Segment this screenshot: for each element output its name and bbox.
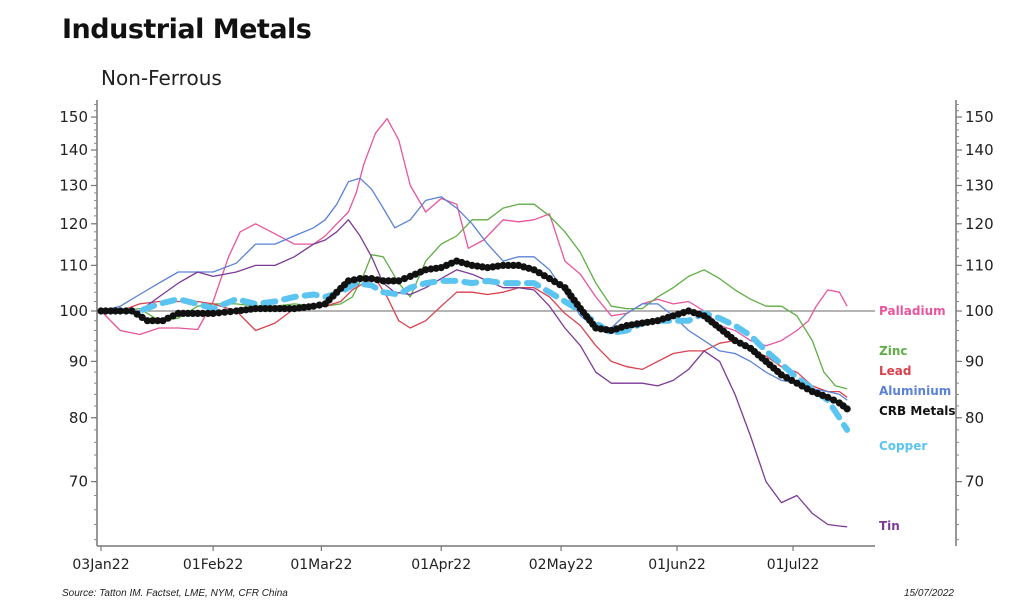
y-tick-label-left: 140 [59,141,88,159]
series-point-crb-metals [824,393,832,401]
x-tick-label: 03Jan22 [72,557,129,573]
series-line-aluminium [100,177,848,401]
series-point-crb-metals [551,278,559,286]
series-point-crb-metals [362,275,370,283]
series-point-crb-metals [148,317,157,325]
series-point-crb-metals [379,277,387,285]
x-tick-label: 01Jun22 [648,557,706,573]
series-point-crb-metals [116,307,124,315]
series-point-crb-metals [400,275,409,283]
y-tick-label-right: 100 [965,302,994,320]
date-stamp: 15/07/2022 [903,588,954,599]
y-tick-label-left: 130 [59,176,88,194]
series-point-crb-metals [356,275,364,283]
chart-title: Industrial Metals [62,14,312,45]
chart-subtitle: Non-Ferrous [101,66,222,90]
series-point-crb-metals [504,261,512,269]
y-tick-label-right: 80 [965,409,984,427]
legend-label-aluminium: Aluminium [879,384,951,398]
series-point-crb-metals [215,309,223,317]
y-tick-label-right: 110 [965,256,994,274]
y-tick-label-right: 120 [965,215,994,233]
series-point-crb-metals [499,261,507,269]
y-tick-label-left: 120 [59,215,88,233]
series-point-crb-metals [128,307,136,315]
y-tick-label-right: 70 [965,473,984,491]
x-tick-label: 01Mar22 [290,557,352,573]
x-tick-label: 01Feb22 [183,557,243,573]
series-point-crb-metals [204,309,212,317]
y-tick-label-left: 70 [69,473,88,491]
axes: 70 70 80 80 90 90 100 100 110 110 120 120 130 130 140 1… [59,100,994,573]
series-point-crb-metals [154,317,162,325]
y-tick-label-right: 140 [965,141,994,159]
series-point-crb-metals [138,313,146,321]
series-point-crb-metals [535,269,543,277]
series-line-palladium [100,117,848,347]
series-point-crb-metals [843,405,851,413]
series-point-crb-metals [395,277,403,285]
x-tick-label: 02May22 [529,557,594,573]
series-point-crb-metals [221,308,229,316]
series-point-crb-metals [143,317,151,325]
series-point-crb-metals [199,309,207,317]
legend-label-tin: Tin [879,519,900,533]
series-point-crb-metals [350,276,358,284]
series-line-copper [98,277,851,433]
series-point-crb-metals [226,308,235,316]
y-tick-label-left: 100 [59,302,88,320]
series-point-crb-metals [344,277,352,285]
legend-label-copper: Copper [879,439,927,453]
y-tick-label-left: 80 [69,409,88,427]
x-tick-label: 01Apr22 [411,557,471,573]
y-tick-label-left: 110 [59,256,88,274]
series-point-crb-metals [310,302,318,310]
legend-label-palladium: Palladium [879,304,946,318]
y-tick-label-right: 130 [965,176,994,194]
y-tick-label-left: 90 [69,352,88,370]
legend-label-lead: Lead [879,364,911,378]
series-point-crb-metals [368,275,376,283]
legend-label-crb-metals: CRB Metals [879,404,956,418]
series-line-zinc [101,203,848,390]
series-point-crb-metals [194,309,202,317]
series-point-crb-metals [509,261,517,269]
series-point-crb-metals [389,277,398,285]
series-point-crb-metals [384,277,392,285]
series-point-crb-metals [373,276,381,284]
x-tick-label: 01Jul22 [767,557,820,573]
y-tick-label-left: 150 [59,108,88,126]
series-group [97,117,851,528]
source-note: Source: Tatton IM. Factset, LME, NYM, CF… [62,588,288,599]
legend: Palladium Zinc Lead Aluminium CRB Metals Copp… [879,304,956,533]
series-point-crb-metals [830,396,838,404]
y-tick-label-right: 90 [965,352,984,370]
series-point-crb-metals [209,309,217,317]
y-tick-label-right: 150 [965,108,994,126]
series-point-crb-metals [122,307,130,315]
legend-label-zinc: Zinc [879,344,907,358]
series-point-crb-metals [315,301,323,309]
